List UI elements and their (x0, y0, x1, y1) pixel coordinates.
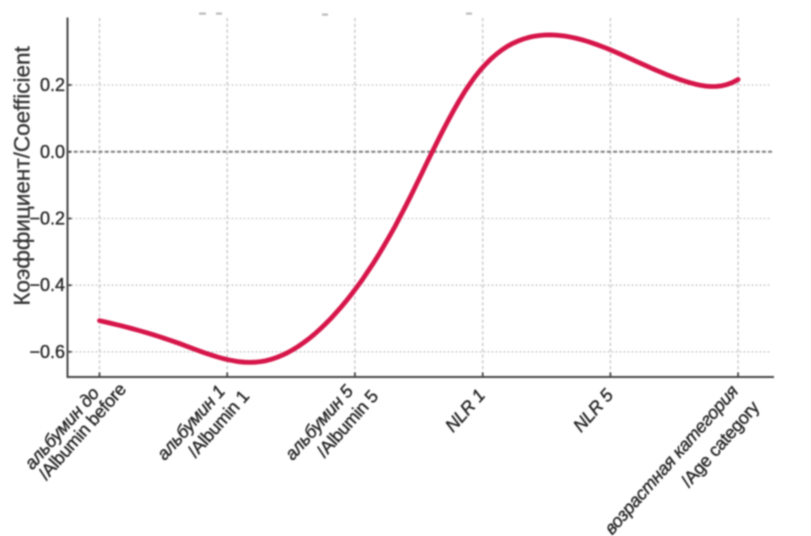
svg-text:Коэффициент/Coefficient: Коэффициент/Coefficient (10, 45, 35, 305)
svg-text:0.0: 0.0 (40, 142, 65, 162)
svg-text:возрастная категория: возрастная категория (600, 381, 742, 536)
svg-text:−0.6: −0.6 (29, 342, 65, 362)
svg-text:NLR 1: NLR 1 (441, 385, 489, 435)
svg-text:−0.4: −0.4 (29, 275, 65, 295)
svg-text:0.2: 0.2 (40, 75, 65, 95)
svg-text:NLR 5: NLR 5 (569, 384, 618, 435)
svg-text:−0.2: −0.2 (29, 209, 65, 229)
